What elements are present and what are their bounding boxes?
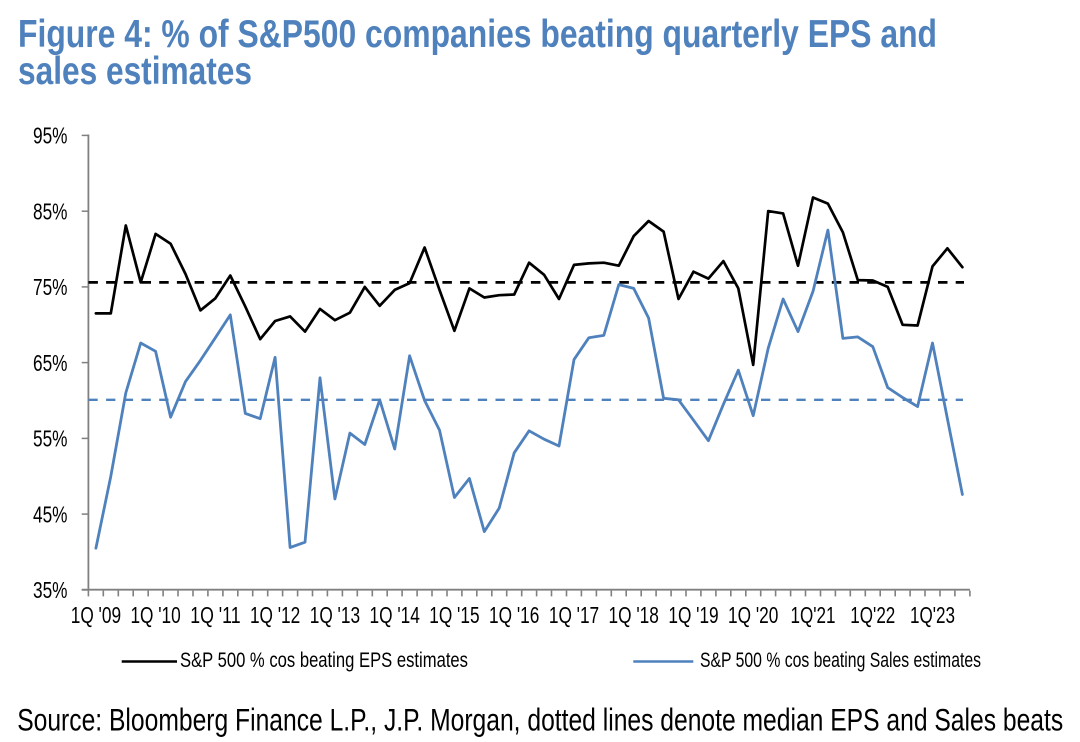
- svg-text:1Q '10: 1Q '10: [130, 602, 180, 628]
- svg-text:Figure 4: % of S&P500 companie: Figure 4: % of S&P500 companies beating …: [18, 13, 937, 56]
- svg-text:75%: 75%: [33, 274, 68, 300]
- svg-text:65%: 65%: [33, 350, 68, 376]
- svg-text:S&P 500 % cos beating EPS esti: S&P 500 % cos beating EPS estimates: [180, 649, 468, 672]
- svg-text:1Q '17: 1Q '17: [549, 602, 599, 628]
- svg-text:sales estimates: sales estimates: [18, 50, 252, 93]
- svg-text:Source: Bloomberg Finance L.P.: Source: Bloomberg Finance L.P., J.P. Mor…: [17, 702, 1063, 738]
- svg-text:1Q '20: 1Q '20: [728, 602, 778, 628]
- svg-text:1Q'22: 1Q'22: [850, 602, 895, 628]
- svg-text:55%: 55%: [33, 426, 68, 452]
- svg-text:95%: 95%: [33, 123, 68, 149]
- svg-text:S&P 500 % cos beating Sales es: S&P 500 % cos beating Sales estimates: [700, 649, 981, 672]
- svg-text:1Q '14: 1Q '14: [370, 602, 420, 628]
- svg-text:45%: 45%: [33, 501, 68, 527]
- svg-text:1Q'23: 1Q'23: [910, 602, 955, 628]
- svg-text:1Q '15: 1Q '15: [429, 602, 479, 628]
- svg-text:1Q '16: 1Q '16: [489, 602, 539, 628]
- svg-text:1Q'21: 1Q'21: [791, 602, 836, 628]
- svg-text:1Q '12: 1Q '12: [250, 602, 300, 628]
- svg-text:1Q '09: 1Q '09: [71, 602, 121, 628]
- svg-text:1Q '13: 1Q '13: [310, 602, 360, 628]
- svg-text:35%: 35%: [33, 577, 68, 603]
- svg-text:1Q '18: 1Q '18: [609, 602, 659, 628]
- svg-text:1Q '19: 1Q '19: [668, 602, 718, 628]
- svg-text:85%: 85%: [33, 198, 68, 224]
- svg-text:1Q '11: 1Q '11: [190, 602, 240, 628]
